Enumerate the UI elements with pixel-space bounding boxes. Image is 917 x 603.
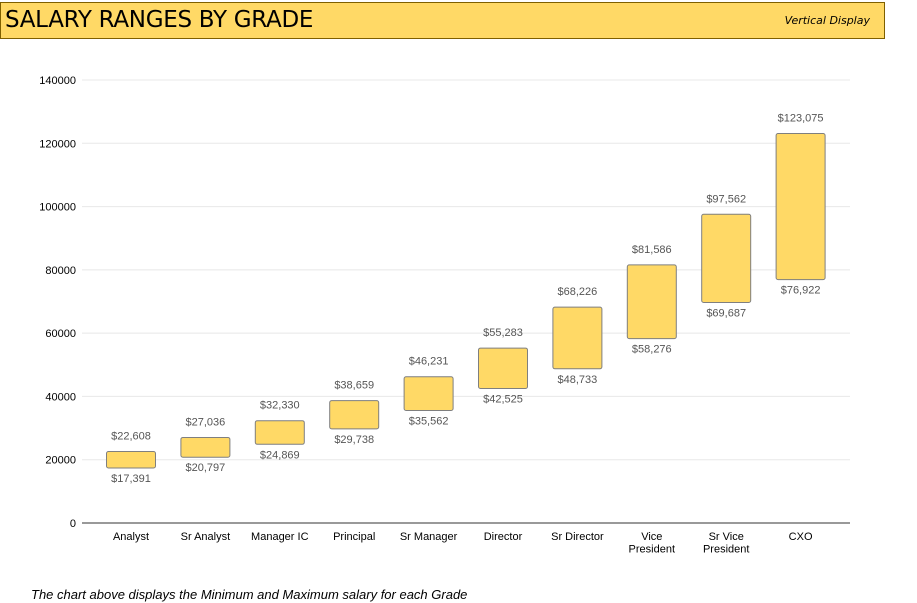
- range-bar: [775, 133, 826, 281]
- max-salary-label: $97,562: [706, 193, 746, 205]
- min-salary-label: $24,869: [260, 449, 300, 461]
- min-salary-label: $20,797: [186, 462, 226, 474]
- max-salary-label: $81,586: [632, 244, 672, 256]
- max-salary-label: $22,608: [111, 430, 151, 442]
- x-category-label: President: [703, 544, 749, 556]
- x-category-label: Vice: [641, 531, 662, 543]
- x-category-label: President: [629, 544, 675, 556]
- x-category-label: Sr Analyst: [181, 531, 231, 543]
- min-salary-label: $35,562: [409, 415, 449, 427]
- range-bar: [329, 400, 380, 430]
- x-category-label: Sr Manager: [400, 531, 458, 543]
- max-salary-label: $123,075: [778, 113, 824, 125]
- max-salary-label: $68,226: [558, 286, 598, 298]
- y-tick-label: 140000: [39, 75, 76, 87]
- min-salary-label: $42,525: [483, 393, 523, 405]
- min-salary-label: $69,687: [706, 307, 746, 319]
- y-tick-label: 80000: [45, 265, 76, 277]
- x-category-label: Analyst: [113, 531, 149, 543]
- max-salary-label: $38,659: [334, 380, 374, 392]
- range-bar: [478, 347, 528, 389]
- x-category-label: Director: [484, 531, 523, 543]
- max-salary-label: $27,036: [186, 416, 226, 428]
- x-category-label: Sr Vice: [709, 531, 744, 543]
- chart-header: SALARY RANGES BY GRADE Vertical Display: [0, 2, 885, 39]
- x-category-label: CXO: [789, 531, 813, 543]
- y-tick-label: 120000: [39, 138, 76, 150]
- min-salary-label: $76,922: [781, 285, 821, 297]
- salary-range-chart: 0 20000 40000 60000 80000 100000 120000 140000 $…: [39, 75, 850, 556]
- max-salary-label: $32,330: [260, 400, 300, 412]
- y-tick-label: 40000: [45, 391, 76, 403]
- y-tick-label: 20000: [45, 455, 76, 467]
- min-salary-label: $29,738: [334, 434, 374, 446]
- range-bar: [626, 264, 677, 340]
- y-tick-label: 100000: [39, 202, 76, 214]
- range-bar: [403, 376, 454, 411]
- x-category-label: Sr Director: [551, 531, 604, 543]
- range-bar: [254, 420, 305, 445]
- max-salary-label: $55,283: [483, 327, 523, 339]
- x-category-label: Manager IC: [251, 531, 309, 543]
- display-mode-label: Vertical Display: [784, 14, 870, 27]
- range-bar: [701, 213, 752, 303]
- min-salary-label: $58,276: [632, 344, 672, 356]
- min-salary-label: $48,733: [558, 374, 598, 386]
- range-bar: [180, 436, 231, 458]
- page-title: SALARY RANGES BY GRADE: [5, 7, 314, 33]
- x-category-label: Principal: [333, 531, 375, 543]
- range-bar: [106, 450, 156, 469]
- range-bar: [552, 306, 603, 370]
- y-tick-label: 60000: [45, 328, 76, 340]
- min-salary-label: $17,391: [111, 473, 151, 485]
- y-tick-label: 0: [70, 518, 76, 530]
- chart-caption: The chart above displays the Minimum and…: [31, 587, 468, 602]
- max-salary-label: $46,231: [409, 356, 449, 368]
